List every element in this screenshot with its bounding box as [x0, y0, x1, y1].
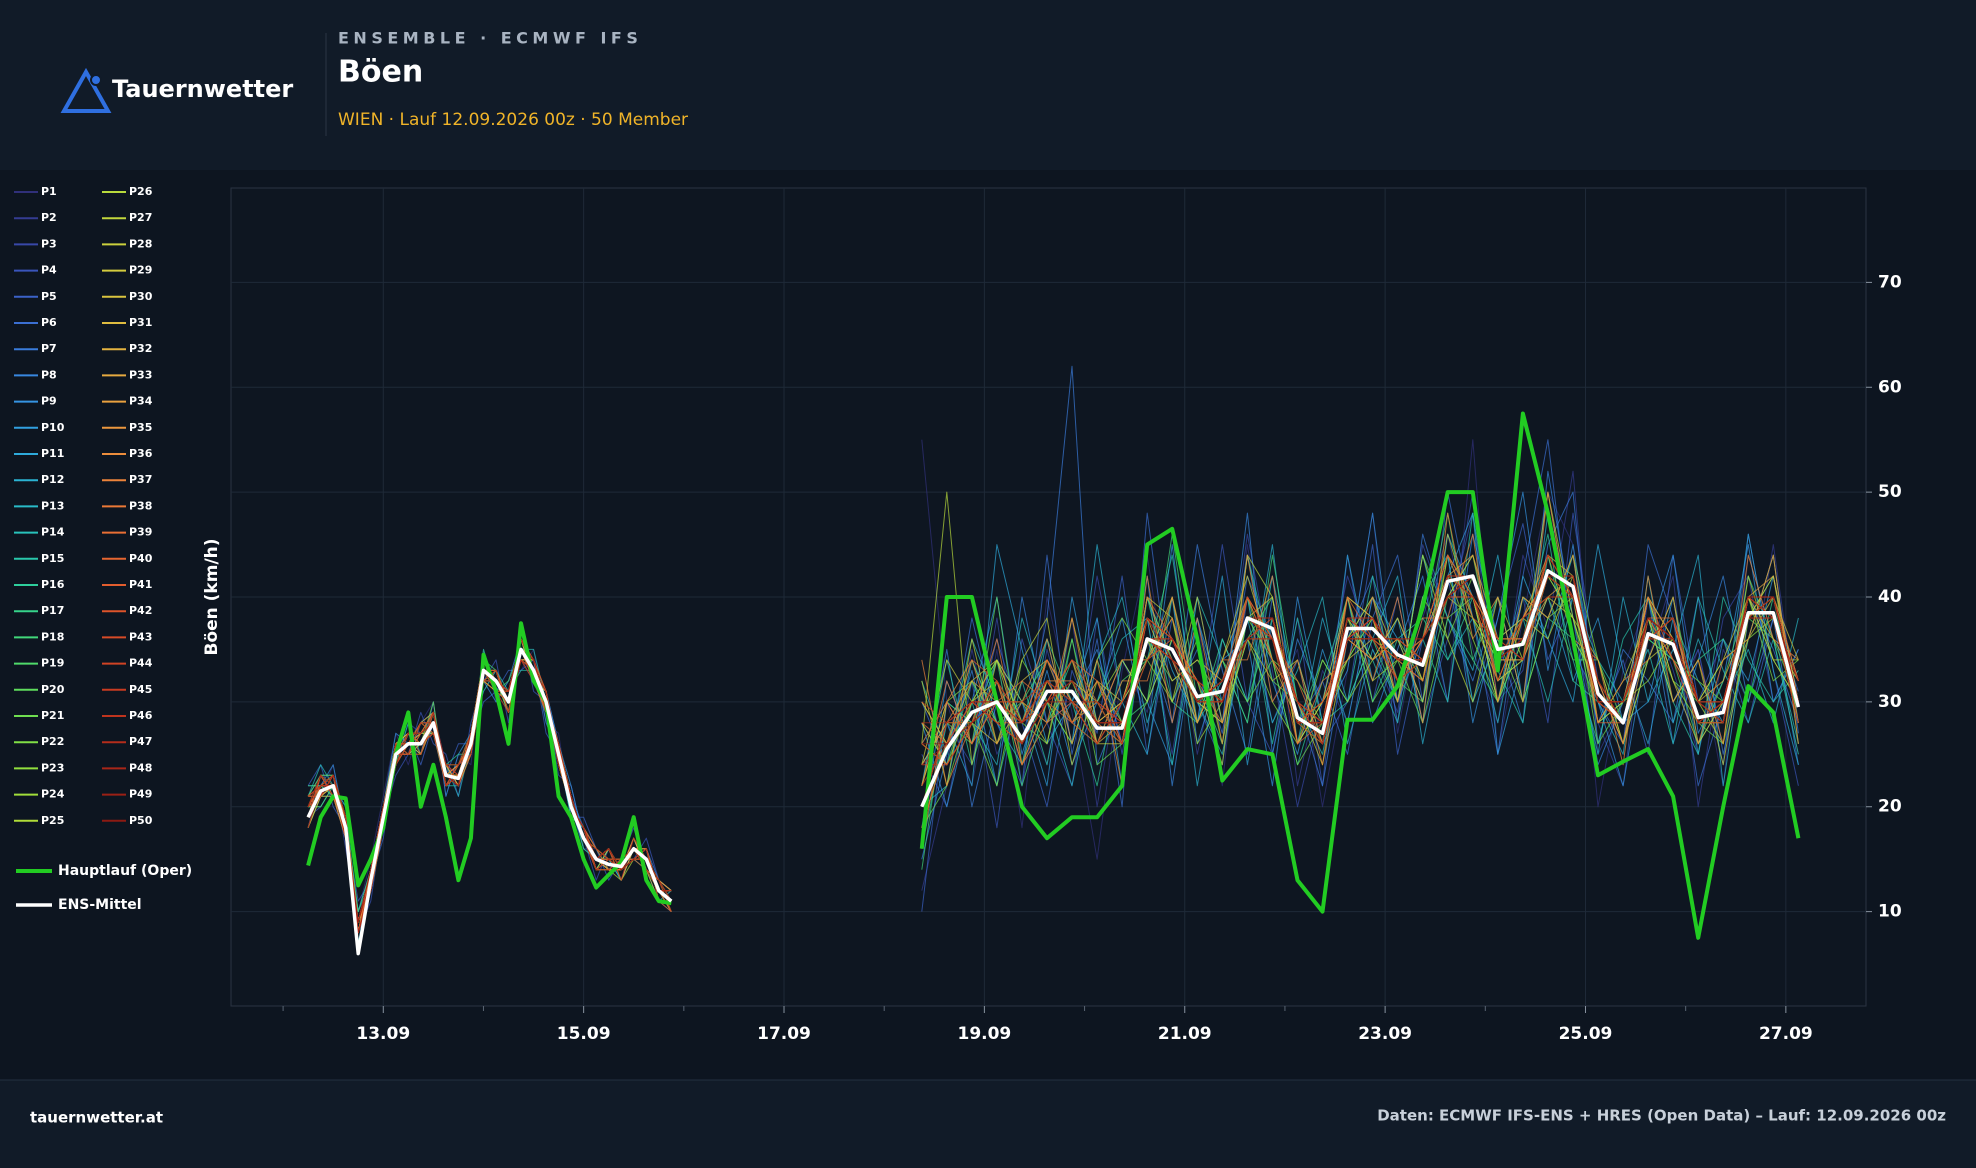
footer-bg: [0, 1080, 1976, 1168]
legend-label: P42: [129, 604, 152, 617]
legend-label: P27: [129, 211, 152, 224]
legend-label: P29: [129, 264, 152, 277]
legend-label: P13: [41, 499, 64, 512]
legend-label: P49: [129, 788, 152, 801]
legend-label: P17: [41, 604, 64, 617]
legend-label: P2: [41, 211, 57, 224]
legend-label: P25: [41, 814, 64, 827]
x-tick-label: 17.09: [757, 1024, 811, 1044]
main-line: [306, 569, 1801, 956]
legend-label: P18: [41, 630, 64, 643]
y-tick-label: 70: [1878, 272, 1902, 292]
legend-label: P22: [41, 735, 64, 748]
legend-label: P8: [41, 368, 57, 381]
logo: [60, 67, 112, 113]
legend-label: P5: [41, 290, 57, 303]
x-tick-label: 19.09: [957, 1024, 1011, 1044]
legend-label: P43: [129, 630, 152, 643]
y-axis-label: Böen (km/h): [202, 538, 222, 655]
legend-label: P32: [129, 342, 152, 355]
legend-label: P50: [129, 814, 153, 827]
legend-label: P3: [41, 237, 57, 250]
legend-label: P11: [41, 447, 64, 460]
legend-label: P7: [41, 342, 57, 355]
y-tick-label: 40: [1878, 587, 1902, 607]
x-tick-label: 27.09: [1759, 1024, 1813, 1044]
legend-label: P34: [129, 395, 153, 408]
legend-label: P14: [41, 526, 65, 539]
y-tick-label: 30: [1878, 692, 1902, 712]
legend-label: P21: [41, 709, 64, 722]
y-tick-label: 50: [1878, 482, 1902, 502]
logo-dot: [90, 74, 102, 86]
legend-label: P37: [129, 473, 152, 486]
legend-label: P48: [129, 761, 152, 774]
footer-right: Daten: ECMWF IFS-ENS + HRES (Open Data) …: [1377, 1107, 1946, 1125]
y-tick-label: 20: [1878, 797, 1902, 817]
legend-label: P19: [41, 657, 64, 670]
y-tick-label: 60: [1878, 377, 1902, 397]
legend-label: P6: [41, 316, 57, 329]
x-tick-label: 21.09: [1158, 1024, 1212, 1044]
legend-label: P31: [129, 316, 152, 329]
legend-label: P15: [41, 552, 64, 565]
subtitle: WIEN · Lauf 12.09.2026 00z · 50 Member: [338, 110, 688, 130]
legend-label: P24: [41, 788, 65, 801]
kicker: ENSEMBLE · ECMWF IFS: [338, 29, 642, 48]
legend-label: P1: [41, 185, 57, 198]
legend-label: P40: [129, 552, 153, 565]
legend-label: P35: [129, 421, 152, 434]
legend-label: P33: [129, 368, 152, 381]
footer-left: tauernwetter.at: [30, 1109, 163, 1127]
x-tick-label: 13.09: [356, 1024, 410, 1044]
legend-label: P45: [129, 683, 152, 696]
legend-label: P12: [41, 473, 64, 486]
legend-label: P9: [41, 395, 57, 408]
legend-label: ENS-Mittel: [58, 897, 142, 913]
legend-label: P10: [41, 421, 65, 434]
legend-label: P39: [129, 526, 152, 539]
legend-label: P4: [41, 264, 57, 277]
legend-label: P23: [41, 761, 64, 774]
chart-title: Böen: [338, 55, 423, 90]
legend-label: Hauptlauf (Oper): [58, 863, 192, 879]
legend-label: P26: [129, 185, 153, 198]
legend-label: P30: [129, 290, 153, 303]
legend-label: P44: [129, 657, 153, 670]
legend-label: P47: [129, 735, 152, 748]
x-tick-label: 23.09: [1358, 1024, 1412, 1044]
header-bg: [0, 0, 1976, 170]
y-tick-label: 10: [1878, 902, 1902, 922]
legend-label: P28: [129, 237, 152, 250]
x-tick-label: 15.09: [557, 1024, 611, 1044]
brand: Tauernwetter: [112, 75, 293, 103]
legend-label: P46: [129, 709, 153, 722]
legend-label: P38: [129, 499, 152, 512]
legend-label: P41: [129, 578, 152, 591]
main-line: [306, 411, 1801, 940]
legend-label: P20: [41, 683, 65, 696]
legend-label: P36: [129, 447, 153, 460]
x-tick-label: 25.09: [1559, 1024, 1613, 1044]
legend-label: P16: [41, 578, 65, 591]
